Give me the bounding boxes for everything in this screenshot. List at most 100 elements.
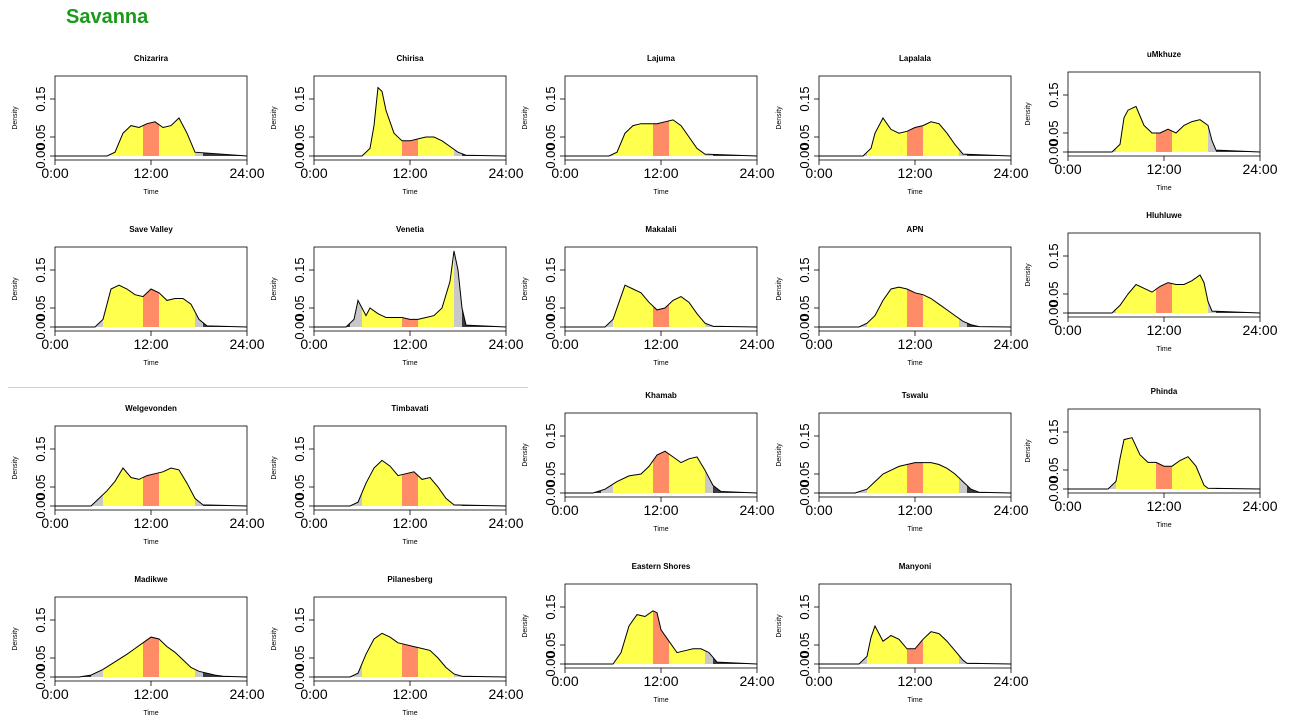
x-tick-label: 0:00 [805,502,832,518]
x-tick-label: 24:00 [1242,161,1277,177]
section-divider [8,387,528,388]
density-line [314,250,507,328]
density-band [55,675,91,677]
density-band [867,118,907,156]
x-tick-label: 0:00 [300,515,327,531]
x-tick-label: 24:00 [993,502,1028,518]
density-band [1172,275,1208,313]
density-chart: Pilanesberg 0:00 12:00 24:00 0.000.05 0.15 Tim… [271,575,524,717]
panel-title: Madikwe [134,575,168,584]
density-band [143,472,159,506]
panel-title: Hluhluwe [1146,211,1182,220]
y-tick-label: 0.00 [1046,139,1061,164]
density-band [195,152,203,156]
density-line [55,284,248,328]
density-line [55,117,248,157]
x-tick-label: 12:00 [643,673,678,689]
density-band [923,294,959,327]
y-axis-label: Density [12,456,19,480]
panel-title: Venetia [396,225,425,234]
x-tick-label: 0:00 [300,165,327,181]
y-tick-label: 0.05 [33,474,48,499]
y-tick-label: 0.05 [33,295,48,320]
x-tick-label: 12:00 [392,165,427,181]
y-tick-label: 0.05 [292,124,307,149]
density-chart: Makalali 0:00 12:00 24:00 0.000.05 0.15 Time De… [522,225,775,367]
x-axis-label: Time [653,360,668,367]
y-tick-label: 0.00 [543,143,558,168]
panel-title: Tswalu [902,391,929,400]
density-chart: Timbavati 0:00 12:00 24:00 0.000.05 0.15 Time D… [271,404,524,546]
density-band [1116,284,1156,313]
density-band [923,462,959,493]
y-tick-label: 0.05 [1046,120,1061,145]
x-tick-label: 24:00 [488,165,523,181]
y-tick-label: 0.00 [797,314,812,339]
y-tick-label: 0.00 [33,143,48,168]
density-band [103,285,143,327]
x-tick-label: 0:00 [805,336,832,352]
x-tick-label: 24:00 [229,515,264,531]
density-band [653,451,669,493]
y-tick-label: 0.00 [292,314,307,339]
density-band [923,122,959,156]
density-line [819,624,1012,665]
y-tick-label: 0.15 [292,436,307,461]
x-tick-label: 0:00 [805,673,832,689]
density-band [601,154,613,156]
density-chart: Madikwe 0:00 12:00 24:00 0.000.05 0.15 Time Den… [12,575,265,717]
y-tick-label: 0.05 [543,124,558,149]
y-axis-label: Density [1025,102,1032,126]
x-axis-label: Time [402,539,417,546]
y-tick-label: 0.05 [292,474,307,499]
y-tick-label: 0.05 [797,461,812,486]
density-band [1208,301,1216,313]
density-panel: uMkhuze 0:00 12:00 24:00 0.00 0.05 0.15 Time Den… [1018,46,1278,196]
y-axis-label: Density [776,106,783,130]
density-panel: Madikwe 0:00 12:00 24:00 0.00 0.05 0.15 Time Den… [5,571,265,721]
density-panel: Timbavati 0:00 12:00 24:00 0.00 0.05 0.15 Time D… [264,400,524,550]
x-tick-label: 0:00 [1054,161,1081,177]
density-line [1068,274,1261,314]
y-tick-label: 0.00 [292,143,307,168]
density-band [867,464,907,493]
y-axis-label: Density [522,443,529,467]
density-band [402,643,418,677]
density-chart: APN 0:00 12:00 24:00 0.000.05 0.15 Time Density [776,225,1029,367]
y-tick-label: 0.15 [1046,243,1061,268]
x-tick-label: 24:00 [993,165,1028,181]
y-axis-label: Density [776,277,783,301]
y-tick-label: 0.00 [33,314,48,339]
panel-title: Eastern Shores [632,562,691,571]
y-tick-label: 0.15 [543,86,558,111]
density-band [1156,129,1172,152]
density-band [855,323,867,327]
density-chart: Khamab 0:00 12:00 24:00 0.000.05 0.15 Time Dens… [522,391,775,533]
density-band [867,287,907,327]
density-band [103,642,143,677]
density-panel: Lapalala 0:00 12:00 24:00 0.00 0.05 0.15 Time De… [769,50,1029,200]
y-axis-label: Density [522,614,529,638]
x-tick-label: 12:00 [897,336,932,352]
density-band [454,251,462,327]
density-line [565,284,758,328]
density-panel: Khamab 0:00 12:00 24:00 0.00 0.05 0.15 Time Dens… [515,387,775,537]
density-band [1104,481,1116,489]
density-line [1068,437,1261,490]
y-tick-label: 0.15 [543,423,558,448]
density-panel: Welgevonden 0:00 12:00 24:00 0.00 0.05 0.15 Tim… [5,400,265,550]
page-title: Savanna [66,6,149,28]
density-panel: Eastern Shores 0:00 12:00 24:00 0.00 0.05 0.15… [515,558,775,708]
y-axis-label: Density [1025,263,1032,287]
density-panel: Pilanesberg 0:00 12:00 24:00 0.00 0.05 0.15 Tim… [264,571,524,721]
panel-title: Phinda [1151,387,1178,396]
x-tick-label: 24:00 [993,673,1028,689]
x-tick-label: 0:00 [300,686,327,702]
x-tick-label: 0:00 [551,336,578,352]
density-band [195,311,203,327]
x-tick-label: 0:00 [1054,322,1081,338]
y-tick-label: 0.05 [797,632,812,657]
x-tick-label: 24:00 [488,336,523,352]
density-band [923,631,959,664]
x-tick-label: 24:00 [1242,498,1277,514]
